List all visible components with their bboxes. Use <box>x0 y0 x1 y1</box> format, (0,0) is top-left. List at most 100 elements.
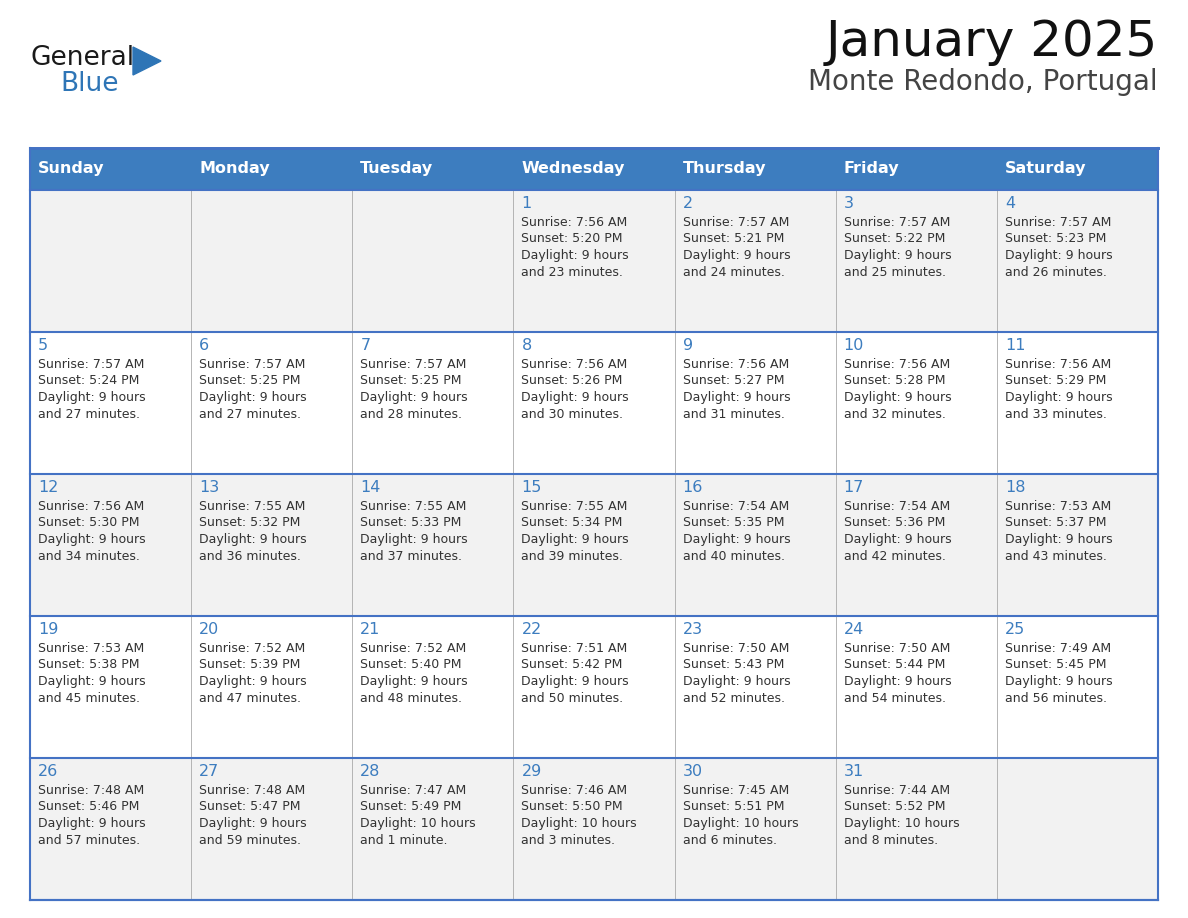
Text: Sunrise: 7:55 AM: Sunrise: 7:55 AM <box>522 500 627 513</box>
Bar <box>675 758 835 900</box>
Text: Sunrise: 7:53 AM: Sunrise: 7:53 AM <box>1005 500 1111 513</box>
Text: and 37 minutes.: and 37 minutes. <box>360 550 462 563</box>
Bar <box>835 148 997 190</box>
Text: Tuesday: Tuesday <box>360 162 434 176</box>
Text: and 57 minutes.: and 57 minutes. <box>38 834 140 846</box>
Text: Sunrise: 7:57 AM: Sunrise: 7:57 AM <box>683 216 789 229</box>
Text: 21: 21 <box>360 622 380 637</box>
Text: Daylight: 9 hours: Daylight: 9 hours <box>360 533 468 546</box>
Text: 28: 28 <box>360 764 380 779</box>
Bar <box>513 616 675 758</box>
Text: and 1 minute.: and 1 minute. <box>360 834 448 846</box>
Bar <box>30 474 191 616</box>
Bar <box>513 474 675 616</box>
Text: Daylight: 9 hours: Daylight: 9 hours <box>38 391 146 404</box>
Text: and 25 minutes.: and 25 minutes. <box>843 265 946 278</box>
Text: 10: 10 <box>843 338 864 353</box>
Text: Sunset: 5:34 PM: Sunset: 5:34 PM <box>522 517 623 530</box>
Text: Daylight: 9 hours: Daylight: 9 hours <box>683 249 790 262</box>
Text: 24: 24 <box>843 622 864 637</box>
Text: Daylight: 9 hours: Daylight: 9 hours <box>1005 391 1112 404</box>
Bar <box>513 332 675 474</box>
Text: Sunset: 5:24 PM: Sunset: 5:24 PM <box>38 375 139 387</box>
Text: 27: 27 <box>200 764 220 779</box>
Text: and 34 minutes.: and 34 minutes. <box>38 550 140 563</box>
Text: Sunset: 5:21 PM: Sunset: 5:21 PM <box>683 232 784 245</box>
Text: Daylight: 9 hours: Daylight: 9 hours <box>522 391 630 404</box>
Text: Sunrise: 7:55 AM: Sunrise: 7:55 AM <box>200 500 305 513</box>
Text: and 56 minutes.: and 56 minutes. <box>1005 691 1107 704</box>
Text: Sunrise: 7:44 AM: Sunrise: 7:44 AM <box>843 784 950 797</box>
Text: Sunrise: 7:56 AM: Sunrise: 7:56 AM <box>38 500 144 513</box>
Bar <box>513 148 675 190</box>
Text: Sunrise: 7:56 AM: Sunrise: 7:56 AM <box>683 358 789 371</box>
Text: Daylight: 9 hours: Daylight: 9 hours <box>843 675 952 688</box>
Text: 20: 20 <box>200 622 220 637</box>
Text: and 6 minutes.: and 6 minutes. <box>683 834 777 846</box>
Text: Sunset: 5:47 PM: Sunset: 5:47 PM <box>200 800 301 813</box>
Bar <box>353 332 513 474</box>
Text: 31: 31 <box>843 764 864 779</box>
Text: and 28 minutes.: and 28 minutes. <box>360 408 462 420</box>
Text: Sunrise: 7:48 AM: Sunrise: 7:48 AM <box>200 784 305 797</box>
Bar <box>353 474 513 616</box>
Bar <box>30 190 191 332</box>
Text: Daylight: 9 hours: Daylight: 9 hours <box>683 391 790 404</box>
Text: Blue: Blue <box>61 71 119 97</box>
Bar <box>191 148 353 190</box>
Text: 2: 2 <box>683 196 693 211</box>
Text: Daylight: 9 hours: Daylight: 9 hours <box>1005 533 1112 546</box>
Text: Sunrise: 7:54 AM: Sunrise: 7:54 AM <box>843 500 950 513</box>
Text: Sunrise: 7:52 AM: Sunrise: 7:52 AM <box>360 642 467 655</box>
Text: and 50 minutes.: and 50 minutes. <box>522 691 624 704</box>
Text: Sunrise: 7:50 AM: Sunrise: 7:50 AM <box>843 642 950 655</box>
Text: Daylight: 9 hours: Daylight: 9 hours <box>360 675 468 688</box>
Bar <box>675 148 835 190</box>
Text: Sunset: 5:49 PM: Sunset: 5:49 PM <box>360 800 462 813</box>
Text: Sunday: Sunday <box>38 162 105 176</box>
Text: and 47 minutes.: and 47 minutes. <box>200 691 301 704</box>
Text: Daylight: 10 hours: Daylight: 10 hours <box>683 817 798 830</box>
Text: and 26 minutes.: and 26 minutes. <box>1005 265 1107 278</box>
Bar <box>997 758 1158 900</box>
Text: 22: 22 <box>522 622 542 637</box>
Text: Thursday: Thursday <box>683 162 766 176</box>
Text: Sunrise: 7:47 AM: Sunrise: 7:47 AM <box>360 784 467 797</box>
Text: 1: 1 <box>522 196 532 211</box>
Bar <box>30 758 191 900</box>
Text: Sunrise: 7:57 AM: Sunrise: 7:57 AM <box>1005 216 1111 229</box>
Text: Daylight: 9 hours: Daylight: 9 hours <box>522 675 630 688</box>
Text: Sunset: 5:25 PM: Sunset: 5:25 PM <box>360 375 462 387</box>
Bar <box>997 332 1158 474</box>
Bar <box>513 758 675 900</box>
Text: Sunrise: 7:52 AM: Sunrise: 7:52 AM <box>200 642 305 655</box>
Bar <box>675 190 835 332</box>
Text: Sunset: 5:20 PM: Sunset: 5:20 PM <box>522 232 623 245</box>
Text: 30: 30 <box>683 764 702 779</box>
Bar <box>835 758 997 900</box>
Text: Daylight: 9 hours: Daylight: 9 hours <box>200 675 307 688</box>
Text: General: General <box>30 45 134 71</box>
Text: 9: 9 <box>683 338 693 353</box>
Text: 26: 26 <box>38 764 58 779</box>
Text: Sunset: 5:44 PM: Sunset: 5:44 PM <box>843 658 946 671</box>
Bar <box>30 332 191 474</box>
Text: Sunrise: 7:46 AM: Sunrise: 7:46 AM <box>522 784 627 797</box>
Bar <box>835 474 997 616</box>
Bar <box>835 616 997 758</box>
Text: and 39 minutes.: and 39 minutes. <box>522 550 624 563</box>
Bar <box>675 616 835 758</box>
Text: and 24 minutes.: and 24 minutes. <box>683 265 784 278</box>
Text: Sunset: 5:35 PM: Sunset: 5:35 PM <box>683 517 784 530</box>
Text: Daylight: 9 hours: Daylight: 9 hours <box>38 533 146 546</box>
Text: Sunrise: 7:57 AM: Sunrise: 7:57 AM <box>360 358 467 371</box>
Bar <box>30 616 191 758</box>
Text: 4: 4 <box>1005 196 1015 211</box>
Bar <box>835 332 997 474</box>
Text: Daylight: 9 hours: Daylight: 9 hours <box>522 533 630 546</box>
Text: and 48 minutes.: and 48 minutes. <box>360 691 462 704</box>
Text: 16: 16 <box>683 480 703 495</box>
Text: Sunset: 5:33 PM: Sunset: 5:33 PM <box>360 517 462 530</box>
Text: Sunset: 5:28 PM: Sunset: 5:28 PM <box>843 375 946 387</box>
Text: 7: 7 <box>360 338 371 353</box>
